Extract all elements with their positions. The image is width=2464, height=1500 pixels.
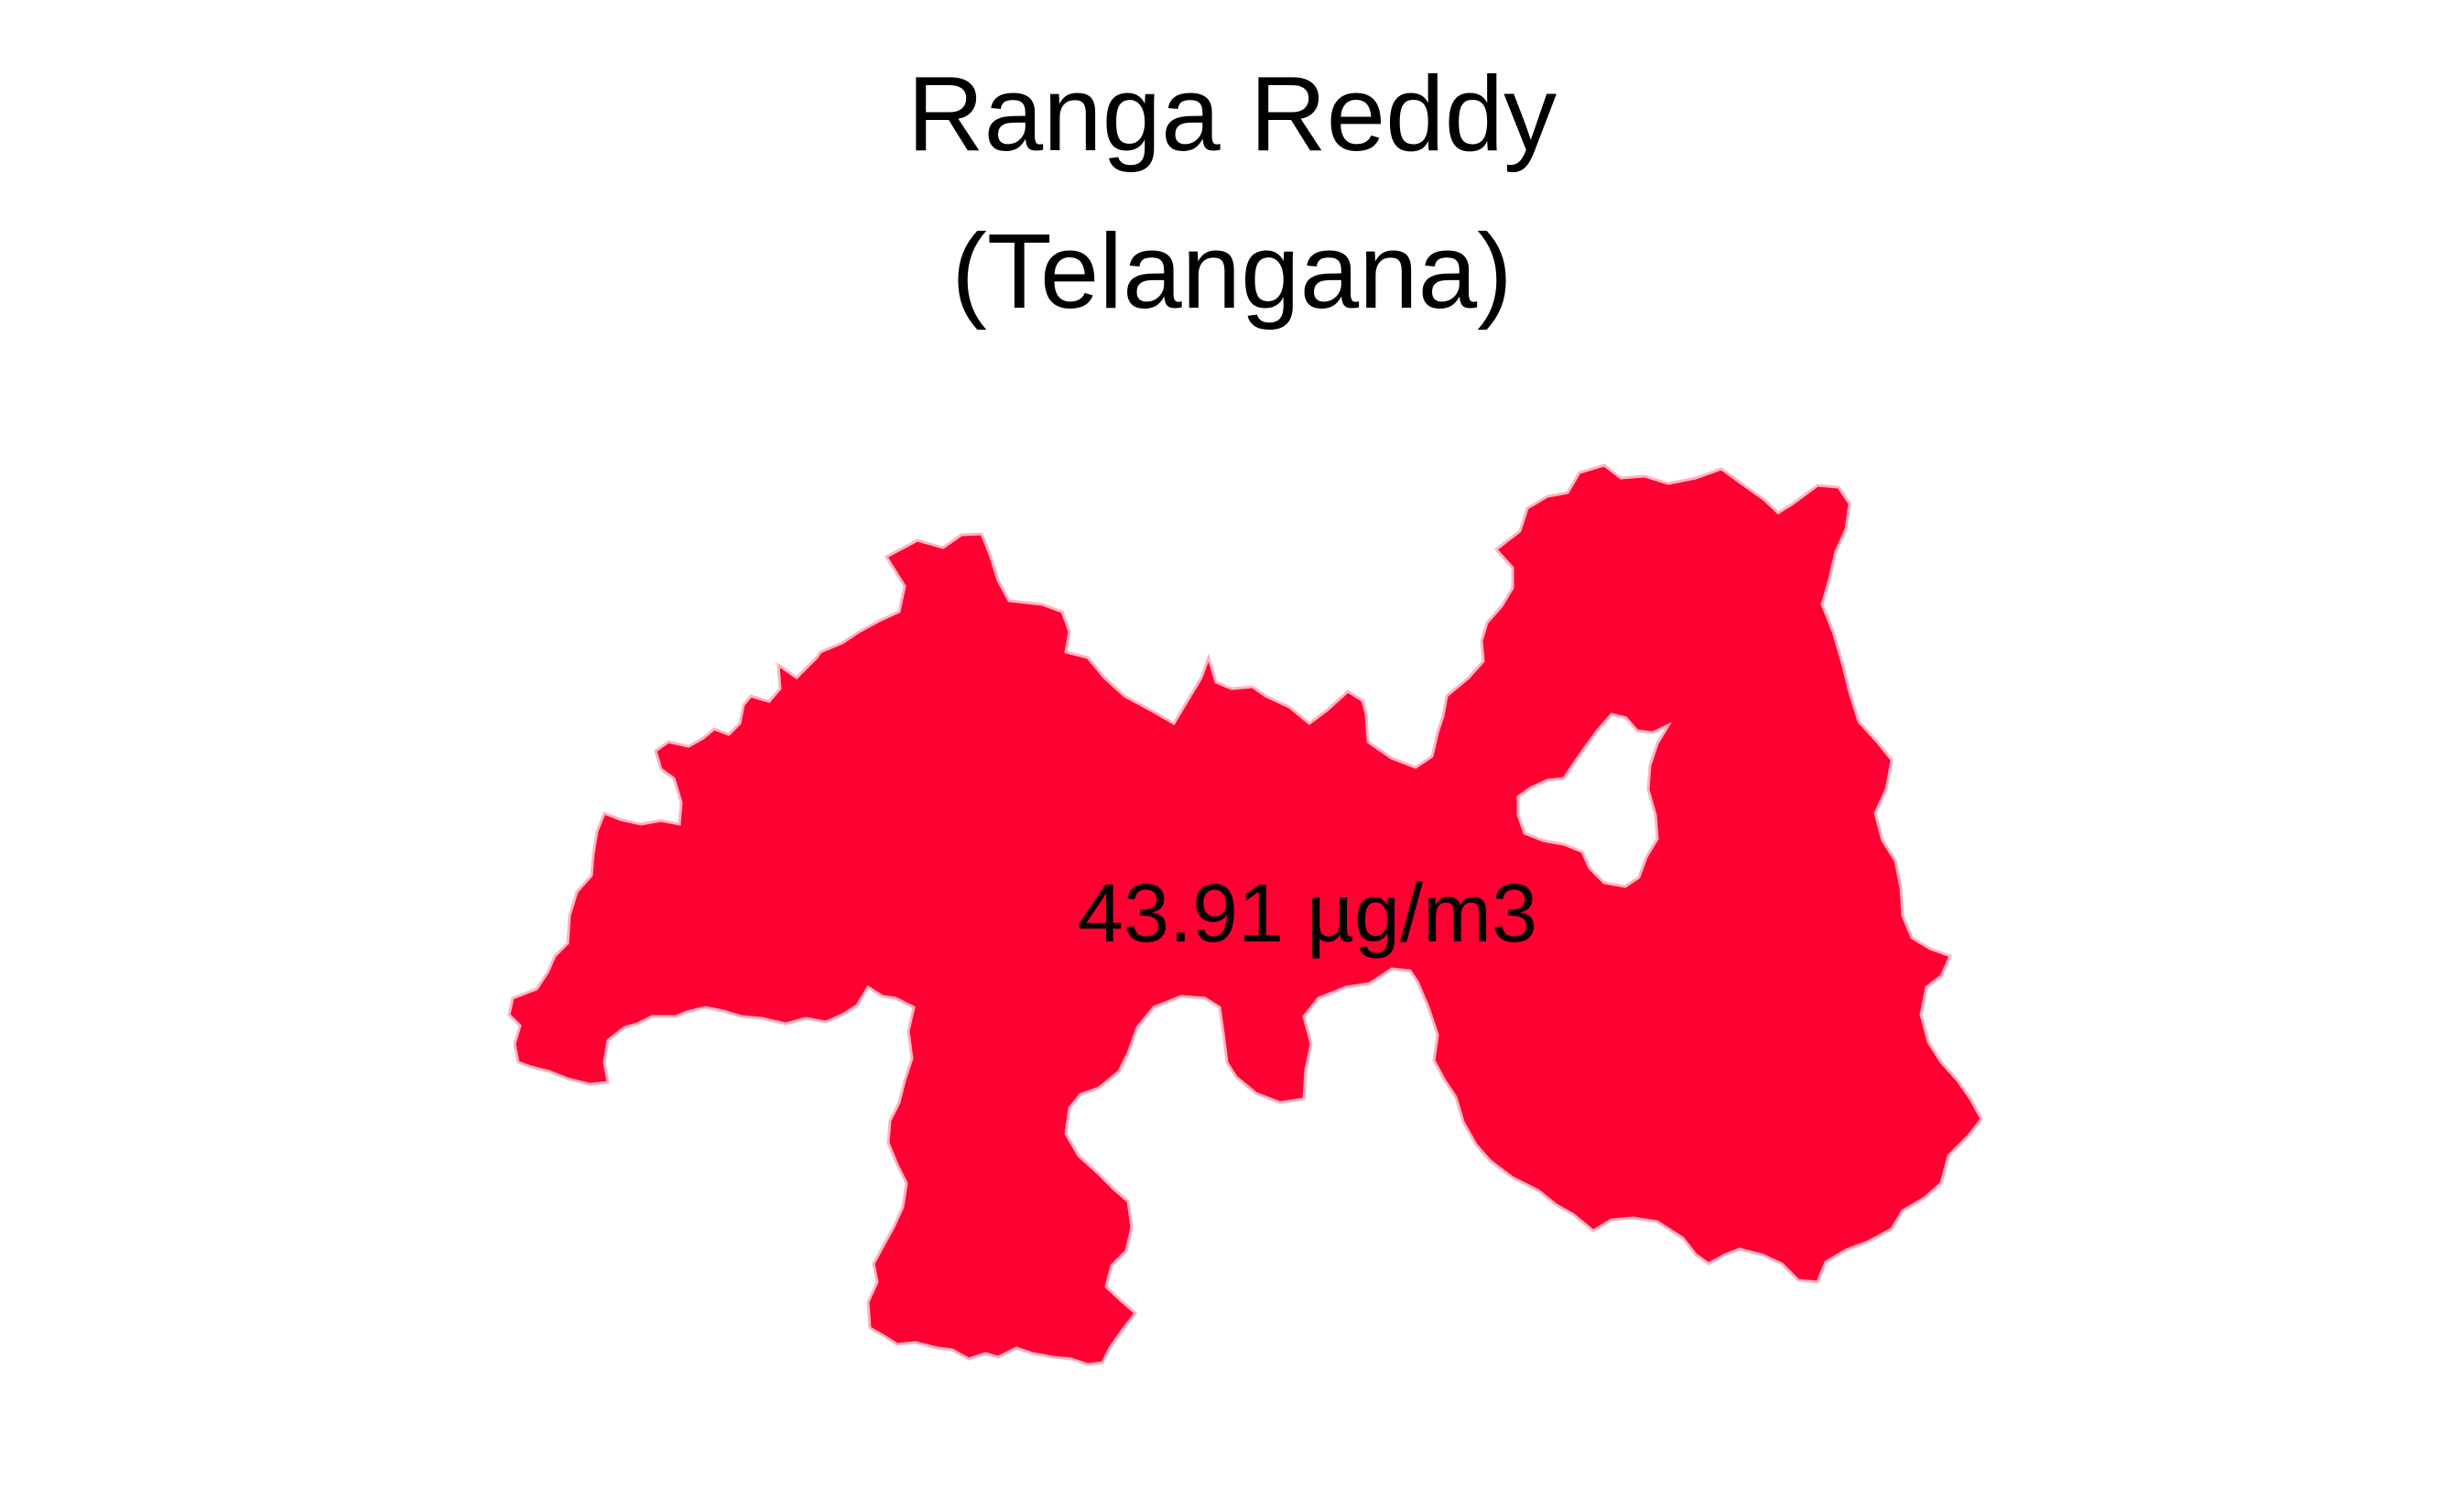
value-label: 43.91 µg/m3 — [1078, 868, 1537, 960]
map-title-line-2: (Telangana) — [951, 212, 1513, 331]
district-shape — [507, 463, 1983, 1366]
map-title-line-1: Ranga Reddy — [906, 54, 1558, 173]
